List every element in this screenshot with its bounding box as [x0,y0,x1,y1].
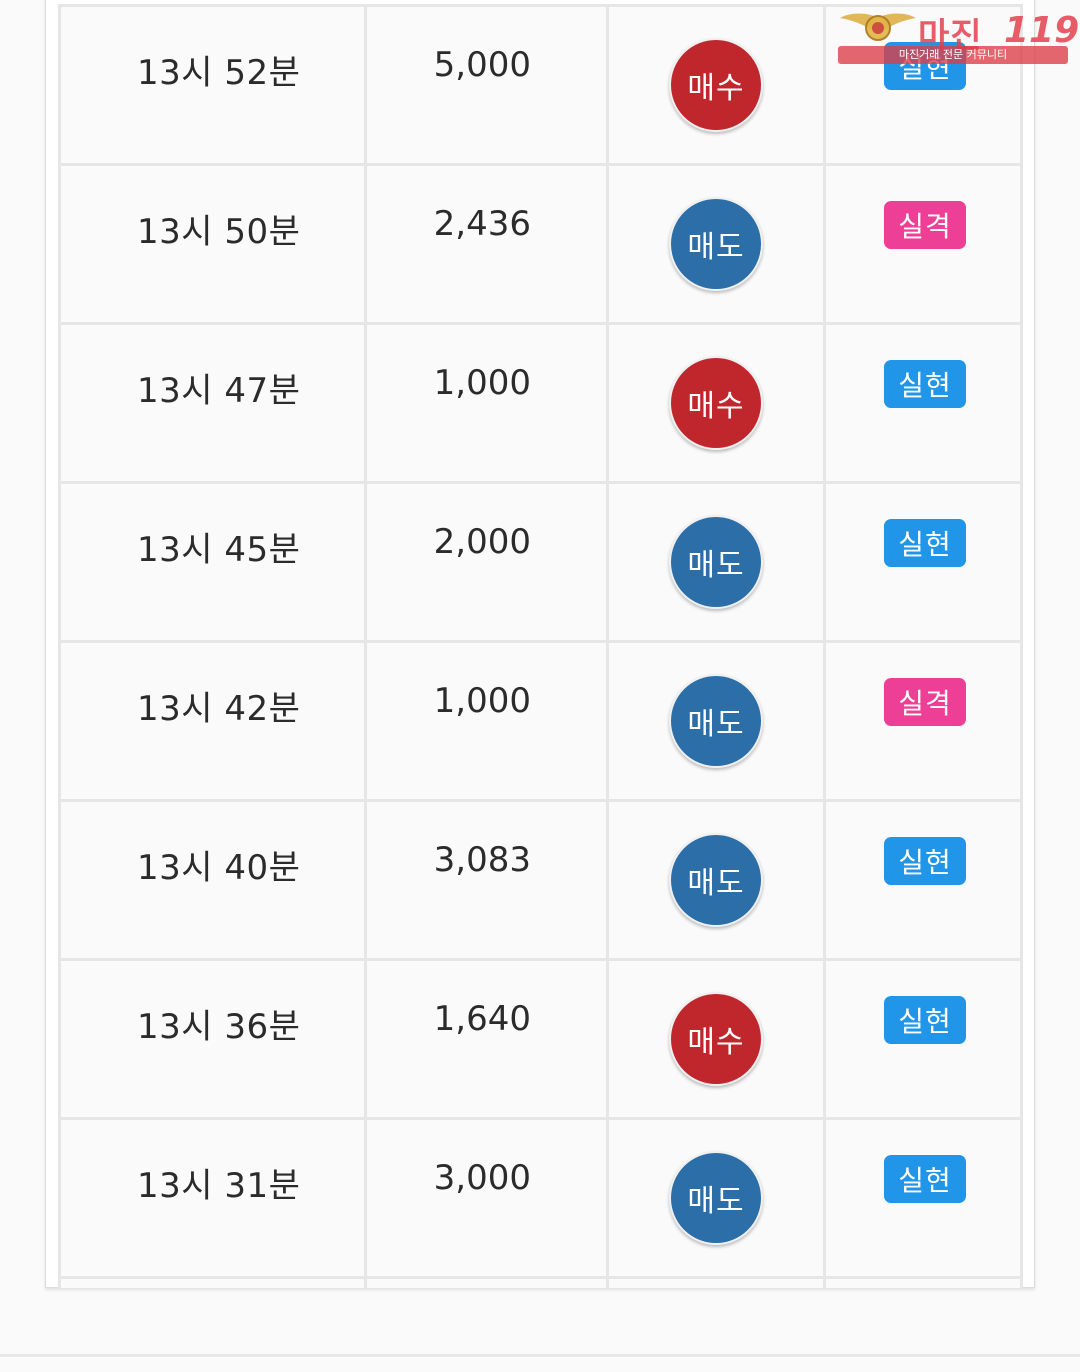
result-badge: 실격 [884,678,966,726]
trade-quantity: 3,000 [433,1158,531,1198]
trade-time: 13시 50분 [137,212,301,252]
sell-side-button[interactable]: 매도 [669,1151,763,1245]
result-badge: 실현 [884,519,966,567]
side-cell: 매수 [606,7,823,163]
table-row-partial [58,1276,1023,1288]
trade-time: 13시 47분 [137,371,301,411]
time-cell [58,1279,364,1288]
result-cell: 실현 [823,484,1023,640]
table-row: 13시 31분 3,000 매도 실현 [58,1117,1023,1276]
table-row: 13시 45분 2,000 매도 실현 [58,481,1023,640]
side-cell: 매도 [606,643,823,799]
trade-time: 13시 45분 [137,530,301,570]
result-cell: 실현 [823,802,1023,958]
time-cell: 13시 52분 [58,7,364,163]
side-cell: 매도 [606,484,823,640]
table-row: 13시 42분 1,000 매도 실격 [58,640,1023,799]
sell-side-button[interactable]: 매도 [669,674,763,768]
table-row: 13시 50분 2,436 매도 실격 [58,163,1023,322]
result-badge: 실현 [884,1155,966,1203]
quantity-cell: 2,436 [364,166,606,322]
result-badge: 실현 [884,360,966,408]
table-row: 13시 36분 1,640 매수 실현 [58,958,1023,1117]
watermark-number: 119 [1004,10,1080,51]
result-cell [823,1279,1023,1288]
sell-side-button[interactable]: 매도 [669,197,763,291]
trade-history-table: 13시 52분 5,000 매수 실현 13시 50분 2,436 매도 실격 13시 47분 1… [58,4,1023,1288]
result-cell: 실현 [823,961,1023,1117]
trade-time: 13시 40분 [137,848,301,888]
trade-quantity: 1,640 [433,999,531,1039]
trade-quantity: 5,000 [433,45,531,85]
result-cell: 실격 [823,166,1023,322]
side-cell: 매수 [606,961,823,1117]
quantity-cell: 5,000 [364,7,606,163]
side-cell: 매도 [606,802,823,958]
time-cell: 13시 47분 [58,325,364,481]
result-cell: 실격 [823,643,1023,799]
sell-side-button[interactable]: 매도 [669,515,763,609]
result-badge: 실격 [884,201,966,249]
result-badge: 실현 [884,996,966,1044]
time-cell: 13시 45분 [58,484,364,640]
trade-quantity: 1,000 [433,363,531,403]
buy-side-button[interactable]: 매수 [669,992,763,1086]
trade-quantity: 1,000 [433,681,531,721]
result-cell: 실현 [823,1120,1023,1276]
buy-side-button[interactable]: 매수 [669,356,763,450]
side-cell: 매수 [606,325,823,481]
time-cell: 13시 50분 [58,166,364,322]
trade-quantity: 3,083 [433,840,531,880]
result-cell: 실현 [823,325,1023,481]
side-cell: 매도 [606,1120,823,1276]
trade-quantity: 2,436 [433,204,531,244]
time-cell: 13시 36분 [58,961,364,1117]
table-row: 13시 52분 5,000 매수 실현 [58,4,1023,163]
quantity-cell [364,1279,606,1288]
time-cell: 13시 40분 [58,802,364,958]
quantity-cell: 3,083 [364,802,606,958]
side-cell [606,1279,823,1288]
trade-time: 13시 42분 [137,689,301,729]
quantity-cell: 1,000 [364,325,606,481]
time-cell: 13시 31분 [58,1120,364,1276]
sell-side-button[interactable]: 매도 [669,833,763,927]
bottom-divider [0,1354,1080,1357]
result-badge: 실현 [884,837,966,885]
table-row: 13시 47분 1,000 매수 실현 [58,322,1023,481]
watermark-logo: 마진 119 마진거래 전문 커뮤니티 [836,8,1079,66]
watermark-tagline: 마진거래 전문 커뮤니티 [838,46,1068,64]
buy-side-button[interactable]: 매수 [669,38,763,132]
time-cell: 13시 42분 [58,643,364,799]
quantity-cell: 2,000 [364,484,606,640]
trade-time: 13시 36분 [137,1007,301,1047]
wings-emblem-icon [840,13,916,41]
quantity-cell: 3,000 [364,1120,606,1276]
trade-time: 13시 52분 [137,53,301,93]
table-row: 13시 40분 3,083 매도 실현 [58,799,1023,958]
trade-quantity: 2,000 [433,522,531,562]
quantity-cell: 1,640 [364,961,606,1117]
quantity-cell: 1,000 [364,643,606,799]
side-cell: 매도 [606,166,823,322]
trade-time: 13시 31분 [137,1166,301,1206]
